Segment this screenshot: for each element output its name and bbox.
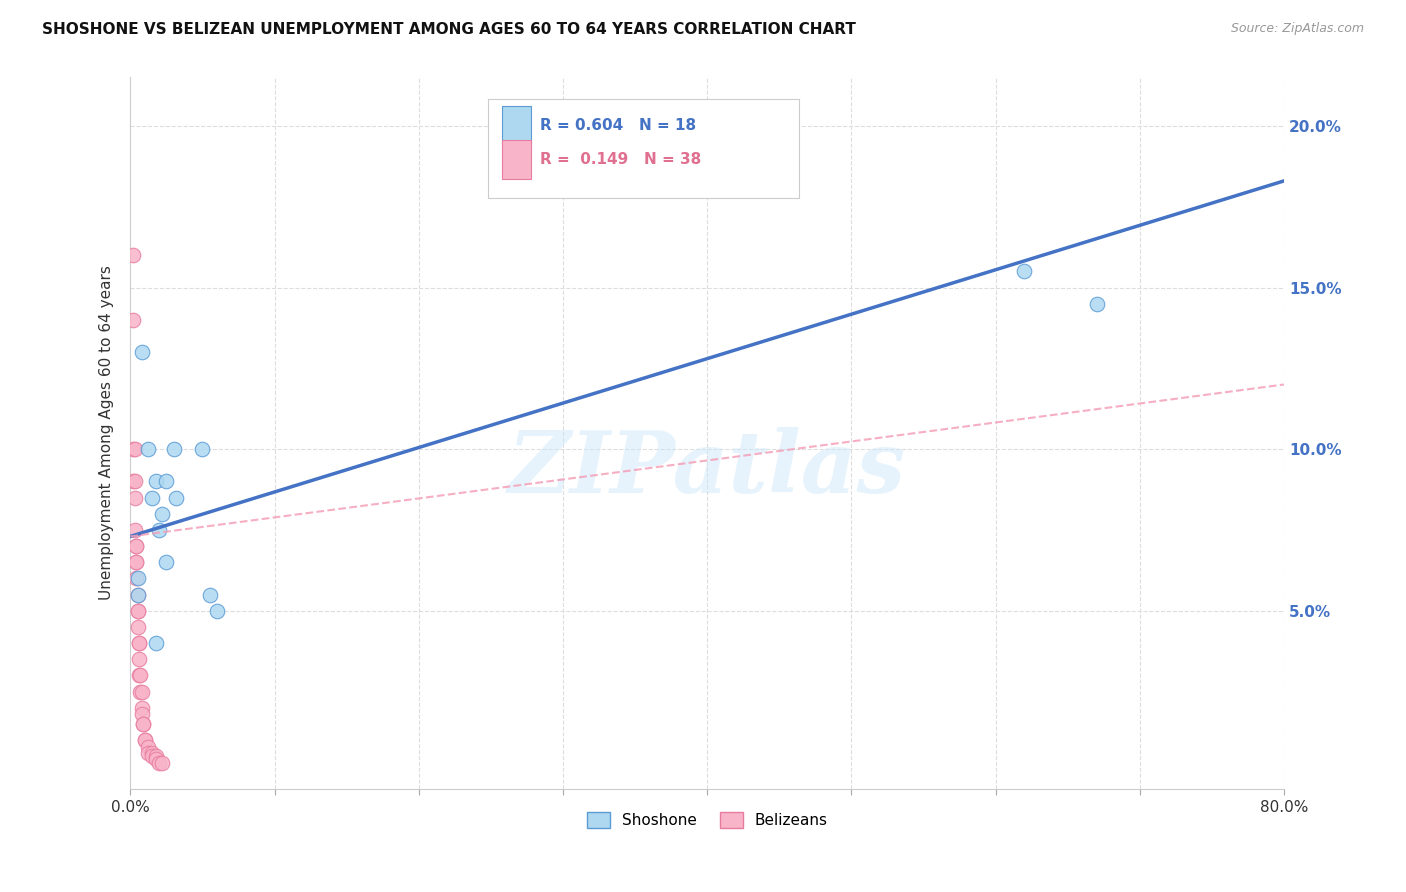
Point [134,733,156,747]
Point [141,746,163,760]
Point [124,475,146,489]
Point [136,746,159,760]
Point [145,475,167,489]
Point [1085,296,1108,310]
Point [134,733,156,747]
Point [128,652,150,666]
Bar [488,99,800,198]
Text: R = 0.604   N = 18: R = 0.604 N = 18 [540,119,696,133]
Point [141,749,163,764]
Point [129,684,152,698]
Point [125,555,148,569]
Point [136,739,159,754]
Point [124,523,146,537]
Point [128,668,150,682]
Point [150,756,173,770]
Point [145,749,167,764]
Point [129,668,152,682]
Text: R =  0.149   N = 38: R = 0.149 N = 38 [540,152,702,167]
Point [131,707,153,722]
Point [162,442,184,457]
Point [125,571,148,585]
Point [124,442,146,457]
Point [1014,264,1036,278]
Point [124,491,146,505]
Point [127,604,149,618]
Bar [502,140,530,178]
Point [127,620,149,634]
Text: SHOSHONE VS BELIZEAN UNEMPLOYMENT AMONG AGES 60 TO 64 YEARS CORRELATION CHART: SHOSHONE VS BELIZEAN UNEMPLOYMENT AMONG … [42,22,856,37]
Point [155,475,177,489]
Point [155,555,177,569]
Point [127,588,149,602]
Point [122,248,145,262]
Bar [502,106,530,145]
Point [131,684,153,698]
Point [148,523,170,537]
Point [125,539,148,553]
Point [125,539,148,553]
Point [131,700,153,714]
Legend: Shoshone, Belizeans: Shoshone, Belizeans [581,806,834,834]
Point [145,636,167,650]
Y-axis label: Unemployment Among Ages 60 to 64 years: Unemployment Among Ages 60 to 64 years [100,266,114,600]
Point [198,588,221,602]
Point [132,717,155,731]
Point [205,604,228,618]
Point [148,756,170,770]
Point [127,571,149,585]
Point [122,313,145,327]
Point [191,442,214,457]
Text: ZIPatlas: ZIPatlas [508,426,907,510]
Point [150,507,173,521]
Text: Source: ZipAtlas.com: Source: ZipAtlas.com [1230,22,1364,36]
Point [128,636,150,650]
Point [127,604,149,618]
Point [125,555,148,569]
Point [131,345,153,359]
Point [136,442,159,457]
Point [132,717,155,731]
Point [122,475,145,489]
Point [145,752,167,766]
Point [128,636,150,650]
Point [127,588,149,602]
Point [141,491,163,505]
Point [166,491,188,505]
Point [122,442,145,457]
